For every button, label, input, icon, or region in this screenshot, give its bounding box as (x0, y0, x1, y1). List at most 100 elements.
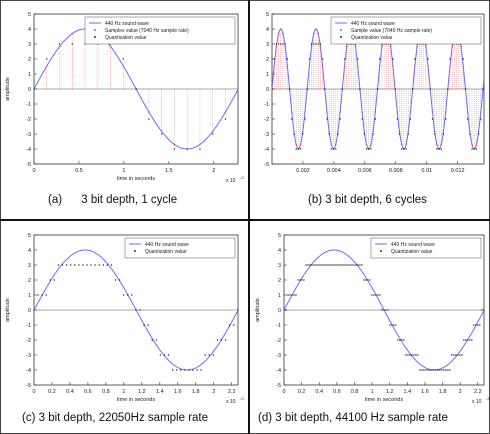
x-tick-label: 0.5 (75, 168, 83, 174)
legend-label: Quantization value (145, 249, 187, 255)
x-tick-label: 0.8 (351, 389, 359, 395)
quantization-point (329, 264, 331, 266)
sample-point (389, 45, 392, 48)
caption-c: (c) 3 bit depth, 22050Hz sample rate (22, 412, 209, 424)
quantization-point (313, 43, 315, 45)
y-tick-label: 2 (266, 57, 269, 63)
quantization-point (333, 264, 335, 266)
quantization-point (475, 148, 478, 150)
legend-swatch-samples (340, 29, 342, 31)
quantization-point (229, 324, 231, 326)
y-tick-label: 2 (28, 278, 31, 284)
x-tick-label: 1.6 (421, 389, 429, 395)
quantization-point (451, 354, 453, 356)
sample-point (199, 143, 201, 146)
quantization-point (415, 354, 417, 356)
quantization-point (311, 264, 313, 266)
x-multiplier-label: x 10 (472, 399, 482, 405)
sample-point (273, 65, 275, 67)
sample-point (317, 32, 319, 35)
quantization-point (379, 294, 381, 296)
quantization-point (102, 264, 104, 266)
quantization-point (331, 264, 333, 266)
quantization-point (286, 58, 288, 60)
quantization-point (427, 58, 429, 60)
sample-point (330, 143, 333, 146)
quantization-point (289, 294, 291, 296)
y-tick-label: 4 (28, 27, 31, 33)
quantization-point (131, 294, 133, 296)
y-tick-label: 1 (266, 72, 269, 78)
quantization-point (171, 369, 174, 371)
quantization-point (339, 118, 341, 120)
quantization-point (335, 148, 337, 150)
x-tick-label: 0.01 (421, 168, 432, 174)
x-tick-label: 1 (371, 389, 374, 395)
quantization-point (319, 43, 321, 45)
x-tick-label: 0.006 (358, 168, 372, 174)
sample-point (440, 143, 443, 146)
sample-point (160, 130, 163, 133)
quantization-point (186, 148, 188, 150)
quantization-point (317, 43, 319, 45)
quantization-point (295, 294, 297, 296)
legend-label: 440 Hz sound wave (145, 242, 189, 248)
quantization-point (367, 279, 369, 281)
x-tick-label: 2.2 (474, 389, 482, 395)
quantization-point (284, 309, 285, 311)
quantization-point (216, 339, 219, 341)
quantization-point (291, 294, 293, 296)
y-tick-label: 1 (28, 293, 31, 299)
quantization-point (462, 58, 464, 60)
quantization-point (309, 264, 311, 266)
sample-point (477, 130, 480, 133)
x-multiplier-label: x 10 (226, 178, 236, 184)
x-tick-label: 2 (459, 389, 462, 395)
quantization-point (471, 148, 473, 150)
caption-d: (d) 3 bit depth, 44100 Hz sample rate (258, 412, 448, 424)
y-tick-label: -3 (26, 132, 31, 138)
quantization-point (419, 369, 421, 371)
sample-point (414, 65, 416, 67)
sample-point (427, 65, 429, 67)
sample-point (334, 143, 337, 146)
quantization-point (447, 88, 449, 90)
quantization-point (224, 339, 227, 341)
quantization-point (310, 43, 313, 45)
y-tick-label: 3 (278, 263, 281, 269)
x-axis-label: time in seconds (365, 397, 403, 403)
y-tick-label: 3 (266, 42, 269, 48)
quantization-point (481, 309, 483, 311)
y-tick-label: -4 (26, 147, 31, 153)
x-axis-label: time in seconds (117, 176, 155, 182)
quantization-point (297, 148, 299, 150)
quantization-point (282, 43, 284, 45)
quantization-point (325, 264, 327, 266)
y-tick-label: -2 (264, 117, 269, 123)
quantization-point (308, 58, 310, 60)
quantization-point (284, 43, 286, 45)
x-tick-label: 1.4 (404, 389, 412, 395)
quantization-point (148, 118, 150, 120)
quantization-point (212, 354, 214, 356)
quantization-point (351, 264, 353, 266)
legend-box (84, 16, 236, 45)
quantization-point (357, 58, 359, 60)
sample-point (444, 111, 447, 113)
quantization-point (459, 354, 461, 356)
sample-point (431, 111, 434, 113)
quantization-point (478, 133, 480, 135)
y-tick-label: 1 (28, 72, 31, 78)
quantization-point (86, 264, 88, 266)
quantization-point (339, 264, 341, 266)
x-axis-label: time in seconds (117, 397, 155, 403)
quantization-point (143, 324, 145, 326)
quantization-point (392, 58, 394, 60)
y-tick-label: -2 (26, 338, 31, 344)
quantization-point (391, 324, 393, 326)
quantization-point (482, 88, 484, 90)
quantization-point (151, 339, 153, 341)
quantization-point (437, 369, 439, 371)
quantization-point (411, 354, 413, 356)
